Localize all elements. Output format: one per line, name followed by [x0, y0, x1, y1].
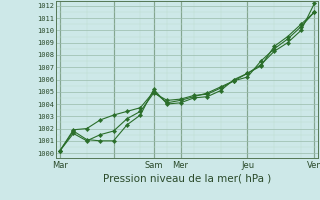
X-axis label: Pression niveau de la mer( hPa ): Pression niveau de la mer( hPa ) [103, 174, 271, 184]
